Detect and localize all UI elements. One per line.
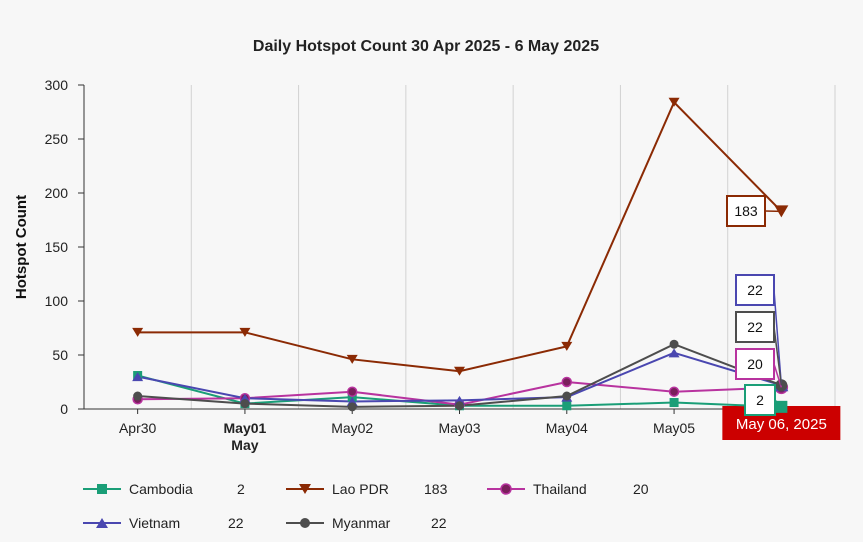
data-point-myanmar: [455, 401, 464, 411]
legend-value: 22: [228, 515, 244, 531]
callout-pointer-cambodia: [774, 399, 782, 408]
legend-symbol-myanmar: [286, 518, 324, 528]
data-point-lao-pdr: [561, 341, 573, 351]
data-point-myanmar: [562, 391, 572, 401]
legend-item-lao-pdr[interactable]: Lao PDR 183: [286, 479, 464, 499]
series-lines: [137, 100, 783, 408]
data-point-thailand: [346, 386, 358, 397]
legend-label: Myanmar: [332, 515, 391, 531]
highlight-date-label: May 06, 2025: [736, 416, 827, 433]
data-point-myanmar: [347, 402, 357, 412]
data-point-lao-pdr: [346, 354, 358, 364]
y-tick-label: 100: [45, 293, 69, 309]
grid-lines: [83, 85, 836, 410]
series-line-lao-pdr: [137, 100, 783, 373]
legend-value: 22: [431, 515, 447, 531]
legend-label: Thailand: [533, 481, 587, 497]
callout-box-cambodia: [744, 384, 776, 416]
data-point-lao-pdr: [239, 327, 251, 337]
legend-item-myanmar[interactable]: Myanmar 22: [286, 513, 471, 533]
callout-pointer-vietnam: [773, 289, 783, 386]
data-point-thailand: [668, 386, 680, 397]
callout-box-thailand: [735, 348, 775, 380]
x-axis-ticks: Apr30 May01 May02 May03 May04 May05 May May 06,…: [119, 406, 841, 453]
callout-value-cambodia: 2: [756, 392, 764, 408]
x-month-label: May: [231, 437, 258, 453]
legend-value: 183: [424, 481, 448, 497]
series-markers: [132, 97, 789, 413]
data-point-cambodia: [562, 401, 572, 411]
callout-pointer-myanmar: [773, 326, 783, 386]
legend-marker: [500, 483, 512, 495]
data-point-myanmar: [133, 391, 143, 401]
callout-box-lao-pdr: [726, 195, 766, 227]
y-axis-label: Hotspot Count: [13, 195, 30, 299]
y-tick-label: 200: [45, 185, 69, 201]
legend-marker: [299, 484, 311, 494]
y-tick-label: 0: [60, 401, 68, 417]
legend-symbol-vietnam: [83, 518, 121, 528]
legend-item-thailand[interactable]: Thailand 20: [487, 479, 673, 499]
x-tick-label: May05: [653, 420, 695, 436]
legend-label: Vietnam: [129, 515, 181, 531]
series-line-vietnam: [137, 351, 782, 403]
legend-marker: [300, 518, 310, 528]
legend-symbol-thailand: [487, 483, 525, 495]
value-callouts: 2 183 20 22 22: [726, 195, 783, 416]
y-tick-label: 300: [45, 77, 69, 93]
data-point-cambodia: [669, 398, 679, 408]
y-tick-label: 50: [52, 347, 68, 363]
data-point-lao-pdr: [454, 366, 465, 376]
x-tick-label: May03: [438, 420, 480, 436]
y-tick-label: 250: [45, 131, 69, 147]
data-point-vietnam: [132, 372, 144, 382]
callout-value-thailand: 20: [747, 356, 763, 372]
data-point-lao-pdr: [132, 327, 144, 337]
callout-value-myanmar: 22: [747, 319, 763, 335]
legend-marker: [96, 518, 108, 528]
y-tick-label: 150: [45, 239, 69, 255]
x-tick-label: May01: [224, 420, 267, 436]
x-tick-label: May04: [546, 420, 588, 436]
data-point-myanmar: [669, 339, 679, 349]
data-point-vietnam: [668, 348, 680, 358]
callout-box-vietnam: [735, 274, 775, 306]
legend-label: Cambodia: [129, 481, 193, 497]
callout-value-vietnam: 22: [747, 282, 763, 298]
legend-value: 2: [237, 481, 245, 497]
data-point-myanmar: [240, 399, 250, 409]
legend-label: Lao PDR: [332, 481, 389, 497]
x-tick-label: Apr30: [119, 420, 157, 436]
legend-item-vietnam[interactable]: Vietnam 22: [83, 513, 268, 533]
legend-symbol-lao-pdr: [286, 484, 324, 494]
callout-value-lao-pdr: 183: [734, 203, 758, 219]
y-axis-ticks: 0 50 100 150 200 250 300: [45, 77, 84, 417]
callout-box-myanmar: [735, 311, 775, 343]
data-point-thailand: [561, 376, 573, 388]
legend-symbol-cambodia: [83, 484, 121, 494]
x-tick-label: May02: [331, 420, 373, 436]
data-point-lao-pdr: [668, 97, 680, 107]
legend-item-cambodia[interactable]: Cambodia 2: [83, 479, 277, 499]
chart-title: Daily Hotspot Count 30 Apr 2025 - 6 May …: [253, 38, 599, 55]
callout-pointer-thailand: [773, 363, 783, 388]
legend-marker: [97, 484, 107, 494]
legend-value: 20: [633, 481, 649, 497]
